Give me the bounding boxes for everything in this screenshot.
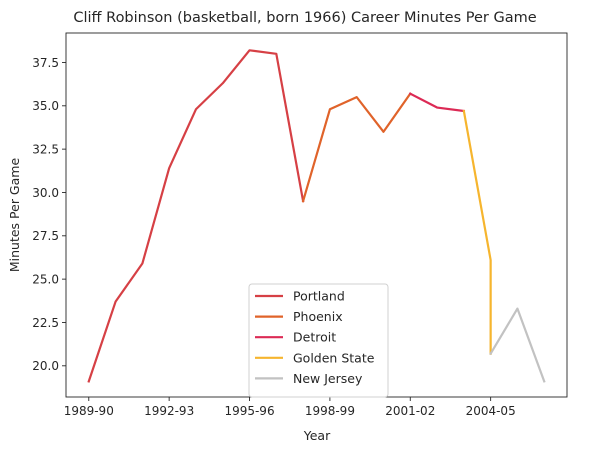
legend-label-1: Phoenix: [293, 309, 343, 324]
x-axis-label: Year: [303, 428, 331, 443]
series-line-0: [87, 49, 305, 383]
x-tick-label-1: 1992-93: [144, 404, 194, 418]
series-line-3: [462, 109, 492, 355]
axes-layer: 20.0 22.5 25.0 27.5 30.0 32.5 35.0 37.5 1989-90 1…: [32, 32, 568, 418]
y-tick-label-5: 32.5: [32, 142, 59, 156]
series-line-2: [408, 92, 466, 113]
x-tick-label-4: 2001-02: [385, 404, 435, 418]
y-tick-label-2: 25.0: [32, 272, 59, 286]
y-tick-label-6: 35.0: [32, 99, 59, 113]
y-tick-label-0: 20.0: [32, 359, 59, 373]
series-line-1: [301, 92, 412, 203]
legend-box: [248, 283, 389, 398]
series-line-4: [489, 307, 546, 383]
x-tick-label-3: 1998-99: [305, 404, 355, 418]
legend-label-3: Golden State: [293, 350, 375, 365]
x-tick-label-5: 2004-05: [466, 404, 516, 418]
series-layer: [87, 49, 546, 383]
chart-title: Cliff Robinson (basketball, born 1966) C…: [73, 10, 536, 26]
y-tick-label-1: 22.5: [32, 316, 59, 330]
legend-label-2: Detroit: [293, 330, 336, 345]
y-tick-label-7: 37.5: [32, 56, 59, 70]
legend: Portland Phoenix Detroit Golden State New Je…: [248, 283, 389, 398]
y-tick-label-4: 30.0: [32, 186, 59, 200]
legend-label-4: New Jersey: [293, 371, 363, 386]
x-tick-label-2: 1995-96: [224, 404, 274, 418]
x-tick-label-0: 1989-90: [64, 404, 114, 418]
legend-label-0: Portland: [293, 289, 345, 304]
y-axis-label: Minutes Per Game: [7, 158, 22, 273]
y-tick-label-3: 27.5: [32, 229, 59, 243]
